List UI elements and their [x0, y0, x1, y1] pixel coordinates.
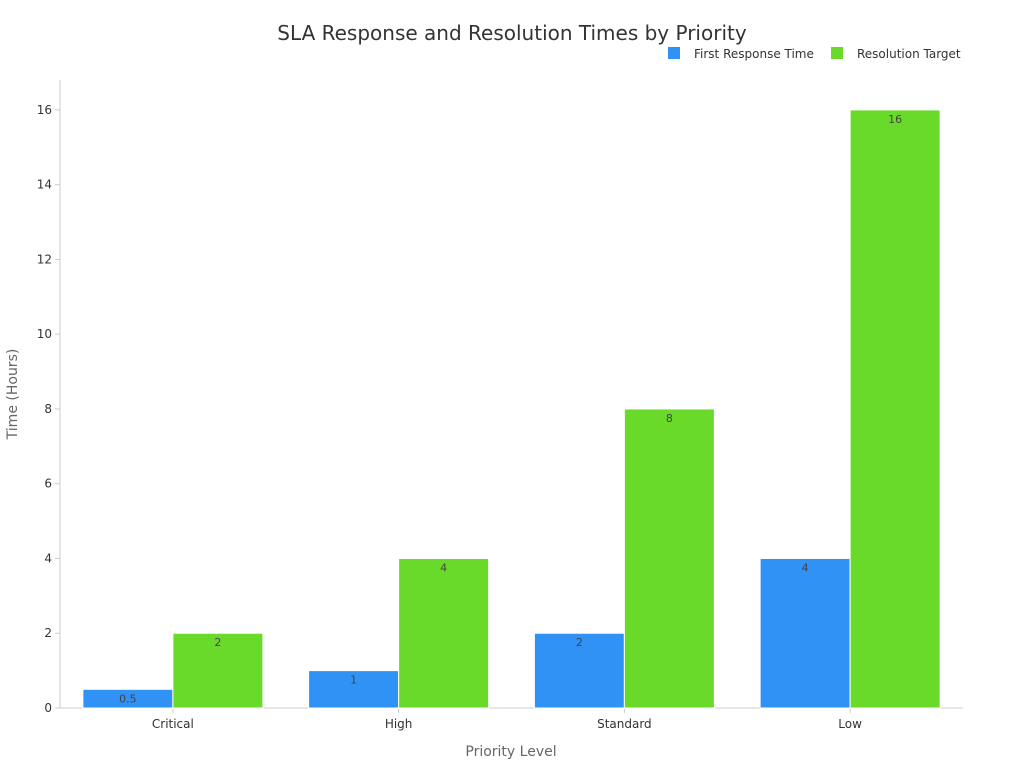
y-tick-label: 10	[37, 327, 52, 341]
data-label: 8	[666, 412, 673, 425]
x-axis-title: Priority Level	[465, 744, 556, 760]
bar-first-response-time	[308, 670, 400, 709]
legend: First Response Time Resolution Target	[668, 47, 961, 61]
bar-resolution-target	[623, 408, 715, 709]
data-label: 2	[214, 636, 221, 649]
bar-first-response-time	[759, 557, 851, 709]
bar-first-response-time	[533, 632, 625, 709]
y-tick-label: 8	[44, 402, 52, 416]
legend-label: First Response Time	[694, 47, 814, 61]
y-tick-label: 6	[44, 477, 52, 491]
bars	[82, 109, 941, 709]
y-tick-label: 4	[44, 551, 52, 565]
data-label: 16	[888, 113, 902, 126]
y-tick-label: 12	[37, 252, 52, 266]
data-labels: 0.5 2 1 4 2 8 4 16	[119, 113, 902, 705]
legend-label: Resolution Target	[857, 47, 961, 61]
data-label: 1	[350, 674, 357, 687]
x-axis: Critical High Standard Low	[60, 707, 963, 731]
bar-resolution-target	[172, 632, 264, 709]
data-label: 0.5	[119, 692, 137, 705]
y-tick-label: 14	[37, 178, 52, 192]
legend-swatch	[668, 47, 680, 59]
data-label: 4	[802, 561, 809, 574]
x-tick-label: Low	[838, 717, 862, 731]
y-axis-title: Time (Hours)	[5, 349, 21, 441]
y-tick-label: 16	[37, 103, 52, 117]
chart-title: SLA Response and Resolution Times by Pri…	[277, 21, 747, 45]
x-tick-label: Critical	[152, 717, 194, 731]
x-tick-label: Standard	[597, 717, 652, 731]
data-label: 4	[440, 561, 447, 574]
bar-resolution-target	[849, 109, 941, 709]
y-axis: 0 2 4 6 8 10 12 14 16	[37, 80, 61, 715]
data-label: 2	[576, 636, 583, 649]
bar-resolution-target	[398, 557, 490, 709]
y-tick-label: 0	[44, 701, 52, 715]
y-tick-label: 2	[44, 626, 52, 640]
x-tick-label: High	[385, 717, 413, 731]
legend-swatch	[831, 47, 843, 59]
